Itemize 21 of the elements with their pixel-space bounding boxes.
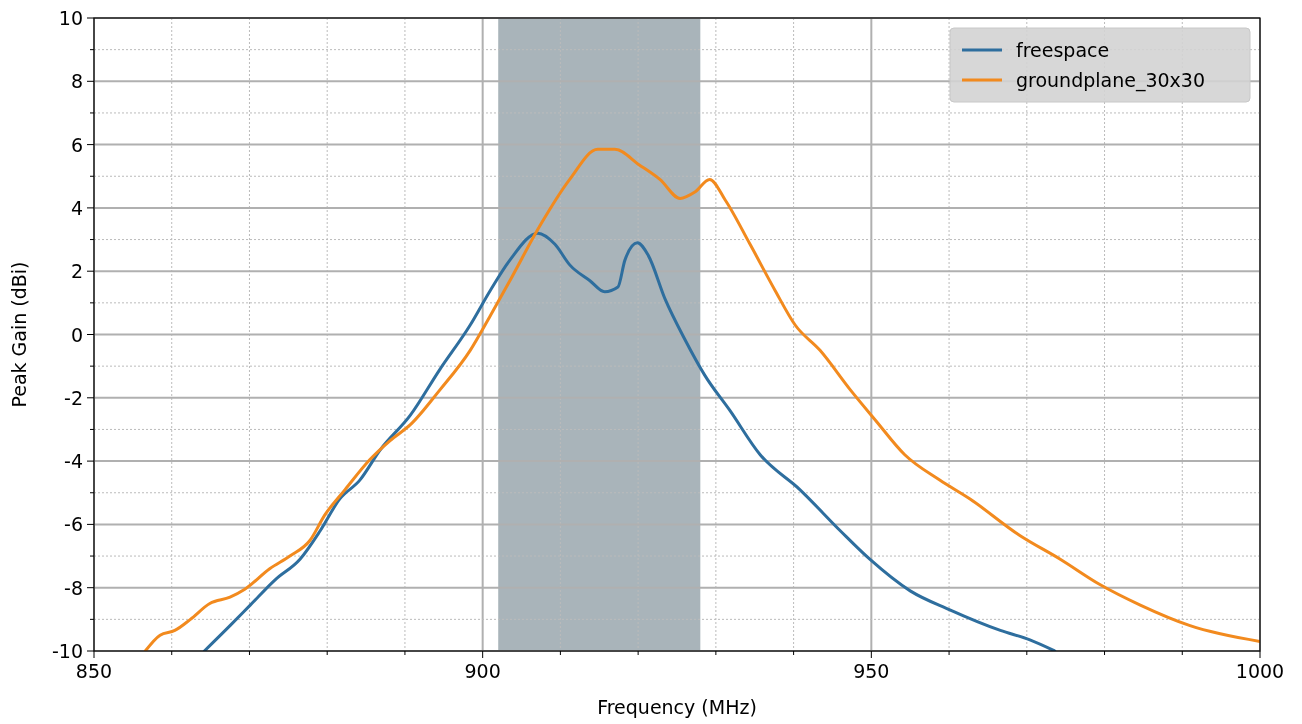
x-tick-label: 900 xyxy=(464,660,501,682)
line-series xyxy=(143,147,1260,651)
y-tick-label: -2 xyxy=(64,386,83,409)
y-tick-label: -6 xyxy=(64,513,83,536)
y-tick-label: -4 xyxy=(64,450,83,473)
y-tick-label: 6 xyxy=(70,133,83,156)
y-axis-title: Peak Gain (dBi) xyxy=(8,261,30,408)
x-tick-label: 1000 xyxy=(1235,660,1285,682)
x-tick-label: 950 xyxy=(853,660,890,682)
x-axis-title: Frequency (MHz) xyxy=(597,696,757,718)
y-tick-label: -10 xyxy=(51,640,83,662)
y-tick-label: 4 xyxy=(70,196,83,219)
legend-label: groundplane_30x30 xyxy=(1016,69,1206,92)
y-tick-label: 8 xyxy=(70,70,83,93)
y-tick-label: 0 xyxy=(70,323,83,346)
legend-label: freespace xyxy=(1016,39,1110,61)
y-tick-label: 10 xyxy=(58,7,83,29)
x-tick-label: 850 xyxy=(75,660,113,682)
y-tick-label: 2 xyxy=(70,260,83,283)
y-tick-label: -8 xyxy=(64,576,83,599)
line-series xyxy=(202,231,1057,651)
